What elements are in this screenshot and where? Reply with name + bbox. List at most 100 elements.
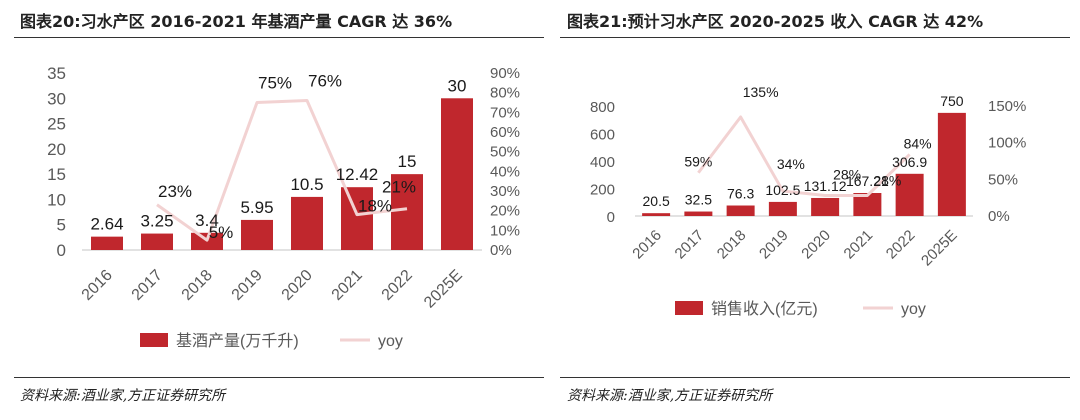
x-axis-tick-label: 2021 xyxy=(841,227,877,263)
bar-value-label: 3.4 xyxy=(195,211,219,230)
legend-bar-label: 销售收入(亿元) xyxy=(711,300,818,318)
x-axis-tick-label: 2019 xyxy=(756,227,792,263)
left-axis-tick-label: 400 xyxy=(590,154,615,171)
bar-value-label: 15 xyxy=(398,152,417,171)
bar-value-label: 167.21 xyxy=(846,173,889,189)
left-axis-tick-label: 20 xyxy=(47,140,66,159)
right-axis-tick-label: 80% xyxy=(490,85,520,102)
bar xyxy=(91,236,123,250)
yoy-value-label: 34% xyxy=(777,156,805,172)
right-axis-tick-label: 30% xyxy=(490,183,520,200)
bar xyxy=(241,219,273,250)
left-axis-tick-label: 15 xyxy=(47,165,66,184)
bar-value-label: 76.3 xyxy=(727,186,754,202)
right-axis-tick-label: 0% xyxy=(988,208,1010,225)
right-axis-tick-label: 0% xyxy=(490,242,512,259)
bar xyxy=(341,187,373,250)
bar-value-label: 750 xyxy=(940,93,964,109)
x-axis-tick-label: 2016 xyxy=(629,227,665,263)
yoy-value-label: 75% xyxy=(258,74,292,93)
bar-value-label: 5.95 xyxy=(240,198,273,217)
yoy-value-label: 59% xyxy=(684,154,712,170)
left-axis-tick-label: 5 xyxy=(57,216,66,235)
bar xyxy=(391,174,423,250)
left-axis-tick-label: 600 xyxy=(590,127,615,144)
left-axis-tick-label: 35 xyxy=(47,64,66,83)
right-axis-tick-label: 150% xyxy=(988,98,1026,115)
bar-value-label: 102.5 xyxy=(765,182,800,198)
right-axis-tick-label: 50% xyxy=(988,171,1018,188)
legend-line-label: yoy xyxy=(901,301,926,318)
yoy-value-label: 21% xyxy=(382,178,416,197)
yoy-value-label: 76% xyxy=(308,72,342,91)
legend-line-label: yoy xyxy=(378,333,403,350)
right-axis-tick-label: 20% xyxy=(490,203,520,220)
bar xyxy=(895,173,924,216)
x-axis-tick-label: 2020 xyxy=(798,227,834,263)
x-axis-tick-label: 2021 xyxy=(329,267,366,304)
chart-2-top-rule xyxy=(560,37,1070,38)
legend-bar-label: 基酒产量(万千升) xyxy=(176,332,299,350)
bar xyxy=(853,193,882,216)
x-axis-tick-label: 2022 xyxy=(883,227,919,263)
bar-value-label: 30 xyxy=(448,76,467,95)
bar xyxy=(726,205,755,216)
bar xyxy=(141,233,173,250)
yoy-line xyxy=(156,99,408,242)
bar-value-label: 3.25 xyxy=(140,212,173,231)
bar xyxy=(291,196,323,250)
yoy-value-label: 18% xyxy=(358,197,392,216)
bar xyxy=(642,213,671,216)
bar-value-label: 2.64 xyxy=(90,215,123,234)
chart-2-bottom-rule xyxy=(560,377,1070,378)
chart-2-title: 图表21:预计习水产区 2020-2025 收入 CAGR 达 42% xyxy=(567,12,984,31)
x-axis-tick-label: 2019 xyxy=(229,267,266,304)
x-axis-tick-label: 2018 xyxy=(179,267,216,304)
chart-2-source: 资料来源:酒业家,方正证券研究所 xyxy=(567,388,773,404)
bar-value-label: 12.42 xyxy=(336,165,379,184)
legend-bar-swatch xyxy=(675,301,703,315)
x-axis-tick-label: 2020 xyxy=(279,267,316,304)
x-axis-tick-label: 2025E xyxy=(918,227,961,270)
yoy-value-label: 23% xyxy=(158,182,192,201)
bar-value-label: 131.12 xyxy=(804,178,847,194)
chart-1-title: 图表20:习水产区 2016-2021 年基酒产量 CAGR 达 36% xyxy=(20,12,453,31)
right-axis-tick-label: 90% xyxy=(490,65,520,82)
right-axis-tick-label: 10% xyxy=(490,222,520,239)
x-axis-tick-label: 2016 xyxy=(79,267,116,304)
bar-value-label: 306.9 xyxy=(892,154,927,170)
right-axis-tick-label: 100% xyxy=(988,135,1026,152)
chart-1-plot: 0 5 10 15 20 25 30 35 0% 10% 20% 30% 40% 50% 60% 70% 80%… xyxy=(47,64,520,350)
yoy-line xyxy=(697,115,911,197)
bar-value-label: 32.5 xyxy=(685,192,712,208)
left-axis-tick-label: 0 xyxy=(607,209,615,226)
bar xyxy=(937,112,966,216)
yoy-value-label: 28% xyxy=(873,172,901,188)
right-axis-tick-label: 60% xyxy=(490,124,520,141)
left-axis-tick-label: 800 xyxy=(590,99,615,116)
legend-bar-swatch xyxy=(140,333,168,347)
yoy-value-label: 84% xyxy=(904,135,932,151)
chart-1-source: 资料来源:酒业家,方正证券研究所 xyxy=(20,388,226,404)
bar xyxy=(684,211,713,216)
left-axis-tick-label: 10 xyxy=(47,190,66,209)
left-axis-tick-label: 0 xyxy=(57,241,66,260)
right-axis-tick-label: 70% xyxy=(490,104,520,121)
bar-value-label: 10.5 xyxy=(290,175,323,194)
right-axis-tick-label: 40% xyxy=(490,163,520,180)
left-axis-tick-label: 30 xyxy=(47,89,66,108)
yoy-value-label: 135% xyxy=(743,84,779,100)
bar-value-label: 20.5 xyxy=(643,193,670,209)
bar xyxy=(441,98,473,251)
right-axis-tick-label: 50% xyxy=(490,144,520,161)
yoy-value-label: 28% xyxy=(833,166,861,182)
chart-2-plot: 0 200 400 600 800 0% 50% 100% 150% 20.5 32.5 76.3 10… xyxy=(590,84,1026,318)
x-axis-tick-label: 2017 xyxy=(129,267,166,304)
yoy-value-label: 5% xyxy=(209,223,234,242)
chart-1-top-rule xyxy=(14,37,544,38)
x-axis-tick-label: 2022 xyxy=(379,267,416,304)
x-axis-tick-label: 2025E xyxy=(421,267,466,312)
bar xyxy=(768,201,797,216)
chart-1-bottom-rule xyxy=(14,377,544,378)
left-axis-tick-label: 25 xyxy=(47,115,66,134)
